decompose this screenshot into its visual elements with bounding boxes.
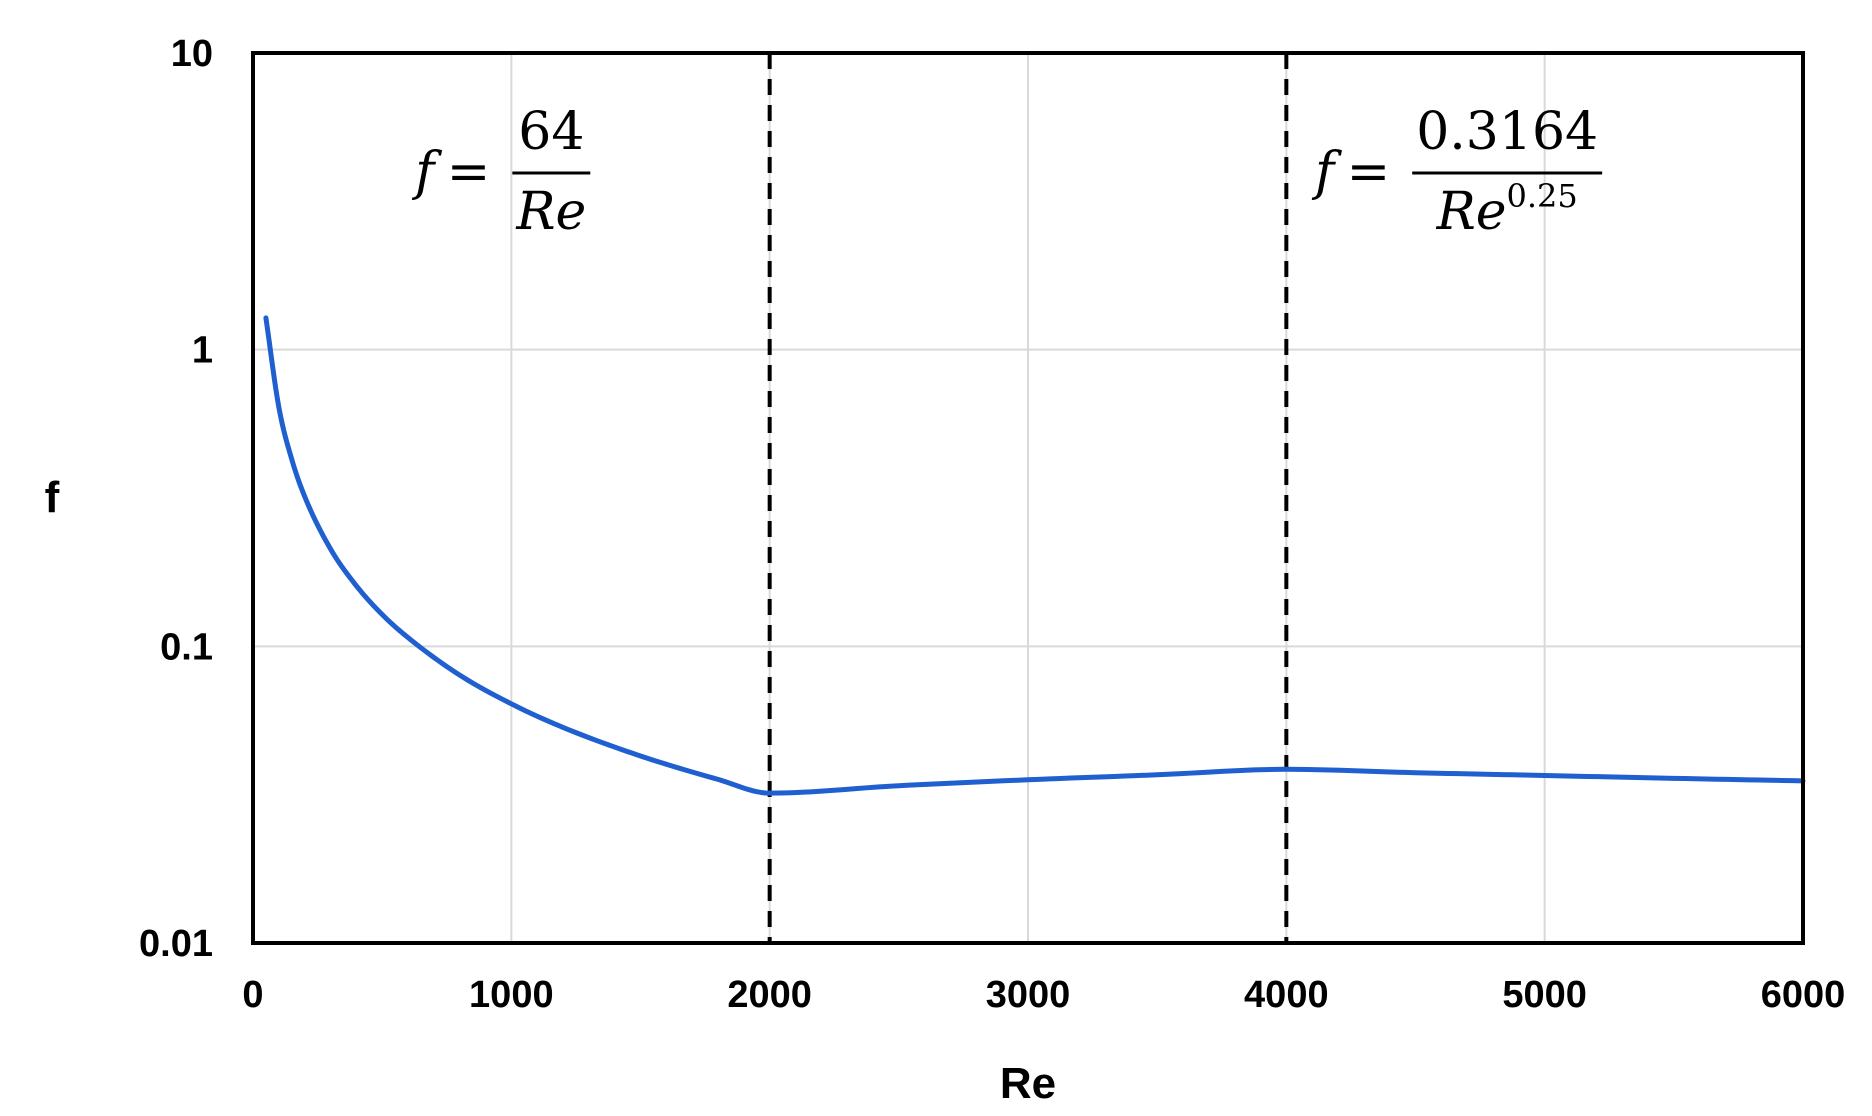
equation-equals: =: [447, 142, 491, 202]
equation-exponent: 0.25: [1507, 177, 1578, 215]
x-tick-labels: 0 1000 2000 3000 4000 5000 6000: [242, 974, 1845, 1016]
equation-laminar: 64 Re =f: [411, 102, 591, 242]
x-tick-label: 4000: [1244, 974, 1329, 1016]
plot-frame: [251, 51, 1805, 945]
x-tick-label: 2000: [727, 974, 812, 1016]
equation-lhs: f: [411, 142, 442, 202]
y-tick-label: 10: [171, 33, 213, 75]
y-tick-labels: 0.01 0.1 1 10: [139, 33, 213, 965]
equation-denominator: Re0.25: [1436, 177, 1578, 242]
x-axis-label: Re: [1000, 1059, 1056, 1108]
equation-turbulent: 0.3164 Re0.25 =f: [1311, 102, 1603, 242]
y-axis-label: f: [45, 473, 60, 522]
series-layer: [263, 315, 1806, 796]
x-tick-label: 0: [242, 974, 263, 1016]
equation-denominator: Re: [515, 182, 586, 242]
equation-lhs: f: [1311, 142, 1342, 202]
y-tick-label: 1: [192, 330, 213, 372]
x-tick-label: 5000: [1502, 974, 1587, 1016]
y-tick-label: 0.01: [139, 923, 213, 965]
x-tick-label: 1000: [469, 974, 554, 1016]
equation-equals: =: [1347, 142, 1391, 202]
y-tick-label: 0.1: [160, 626, 213, 668]
equation-numerator: 64: [518, 102, 584, 162]
x-tick-label: 3000: [986, 974, 1071, 1016]
series-line: [263, 315, 1806, 796]
x-tick-label: 6000: [1761, 974, 1846, 1016]
grid: [253, 53, 1803, 943]
equation-numerator: 0.3164: [1416, 102, 1598, 162]
